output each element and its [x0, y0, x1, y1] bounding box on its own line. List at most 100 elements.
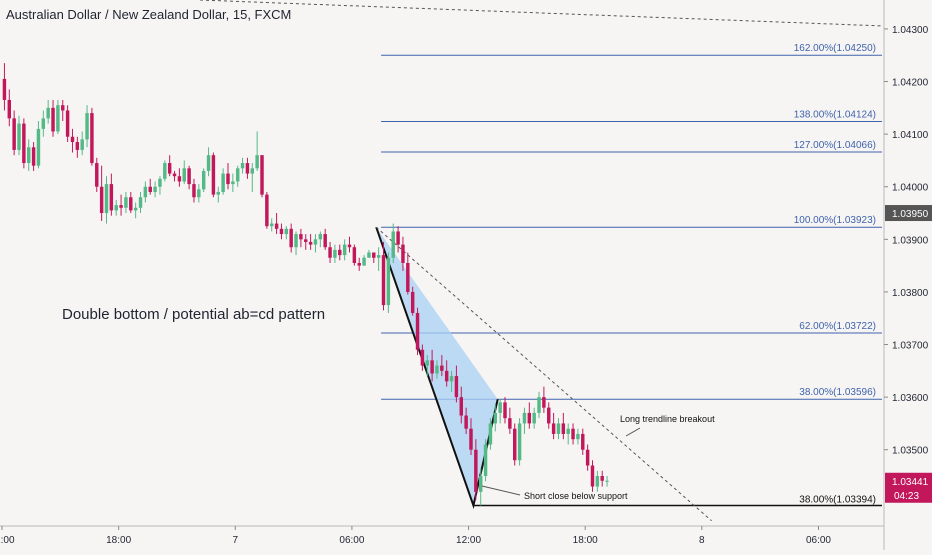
candle-body	[284, 228, 289, 235]
x-tick-label: 12:00	[0, 535, 15, 546]
candle-body	[231, 181, 235, 185]
y-tick-label: 1.03900	[892, 235, 929, 246]
candle-body	[138, 197, 143, 208]
candle-body	[585, 449, 590, 466]
x-tick-label: 7	[232, 535, 238, 546]
candle-body	[503, 402, 507, 419]
candle-body	[56, 105, 60, 132]
candle-body	[46, 107, 50, 119]
x-tick-label: 12:00	[456, 535, 481, 546]
candle-body	[201, 170, 206, 190]
candle-body	[85, 113, 89, 140]
candle-body	[483, 444, 488, 477]
countdown-value: 04:23	[894, 491, 919, 502]
candle-body	[65, 110, 70, 137]
candle-body	[464, 415, 468, 429]
candle-body	[444, 370, 449, 382]
candle-body	[95, 163, 99, 187]
candle-body	[508, 418, 512, 429]
candle-body	[294, 234, 298, 248]
candle-body	[571, 428, 575, 440]
y-tick-label: 1.03600	[892, 393, 929, 404]
candle-body	[435, 365, 439, 374]
candle-body	[513, 428, 517, 461]
candle-body	[70, 136, 75, 143]
candle-body	[153, 186, 157, 192]
annotation-arrow	[481, 485, 521, 496]
candle-body	[158, 178, 162, 187]
candle-body	[124, 197, 128, 208]
candle-body	[386, 257, 391, 306]
candle-body	[352, 247, 357, 263]
pattern-annotation: Double bottom / potential ab=cd pattern	[62, 306, 326, 323]
candle-body	[537, 397, 541, 413]
candle-body	[260, 155, 264, 195]
candle-body	[279, 228, 284, 235]
candle-body	[532, 412, 536, 424]
candle-body	[517, 423, 522, 461]
candle-body	[396, 231, 400, 245]
candle-body	[338, 249, 342, 256]
candle-body	[109, 184, 114, 211]
trendline-annotation: Long trendline breakout	[620, 414, 715, 424]
candle-body	[255, 155, 259, 169]
candle-body	[547, 407, 551, 424]
candle-body	[265, 194, 269, 227]
candle-body	[216, 191, 220, 195]
y-tick-label: 1.04200	[892, 78, 929, 89]
support-level-label: 38.00%(1.03394)	[799, 494, 876, 505]
candle-body	[192, 184, 196, 198]
candle-body	[493, 412, 498, 424]
candle-body	[245, 163, 250, 174]
candle-body	[372, 252, 376, 258]
fib-level-label: 162.00%(1.04250)	[794, 43, 876, 54]
fib-level-label: 138.00%(1.04124)	[794, 110, 876, 121]
candle-body	[600, 476, 604, 481]
candle-body	[415, 312, 420, 350]
candle-body	[299, 234, 303, 240]
top-trendline-dashed	[199, 0, 885, 27]
candle-body	[522, 412, 527, 424]
candle-body	[347, 244, 352, 248]
candle-body	[498, 402, 502, 413]
candle-body	[206, 155, 211, 171]
candle-body	[304, 239, 308, 242]
candle-body	[61, 105, 65, 111]
candle-body	[406, 263, 410, 292]
candle-body	[2, 78, 7, 100]
candle-body	[211, 155, 216, 195]
candle-body	[148, 186, 152, 192]
candle-body	[454, 376, 459, 398]
candle-body	[250, 168, 255, 174]
candle-body	[391, 231, 395, 258]
candle-body	[7, 99, 12, 119]
candle-body	[328, 247, 332, 258]
candle-body	[449, 376, 454, 382]
candle-body	[401, 244, 405, 263]
candle-body	[459, 397, 463, 416]
candle-body	[143, 186, 148, 198]
candle-body	[362, 257, 366, 266]
crosshair-price-value: 1.03950	[892, 209, 929, 220]
candle-body	[119, 205, 123, 208]
candle-body	[289, 228, 293, 248]
candle-body	[51, 107, 55, 132]
candle-body	[561, 423, 566, 434]
candle-body	[527, 412, 532, 424]
candle-body	[99, 186, 104, 214]
candle-body	[235, 168, 240, 182]
candle-body	[469, 428, 473, 450]
trendline-dashed	[375, 226, 712, 522]
candle-body	[605, 480, 609, 482]
candle-body	[313, 239, 318, 245]
candle-body	[410, 291, 415, 313]
candle-body	[425, 360, 429, 366]
candle-body	[270, 223, 274, 227]
fib-level-label: 100.00%(1.03923)	[794, 215, 876, 226]
crosshair-price-badge	[885, 205, 932, 222]
candle-body	[581, 433, 585, 450]
candle-body	[488, 423, 493, 445]
candle-body	[80, 139, 84, 150]
